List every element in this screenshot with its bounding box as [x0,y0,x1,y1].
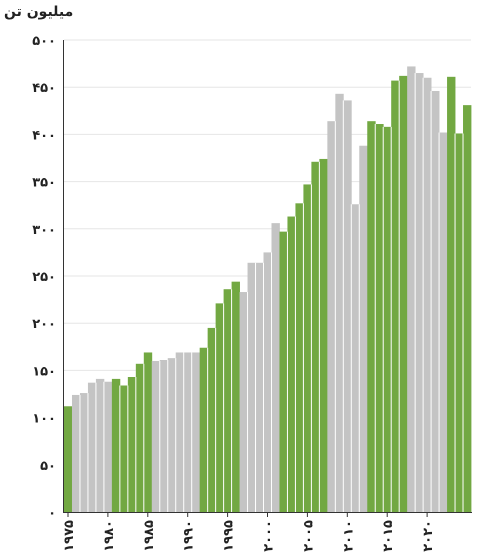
bar-2019 [415,73,424,512]
bar-2009 [335,93,344,513]
bar-2016 [391,80,400,512]
bar-1996 [231,281,240,512]
x-tick-label: ۱۹۸۵ [142,520,157,552]
x-tick-label: ۲۰۰۰ [262,520,277,552]
y-tick-label: ۳۵۰ [32,176,56,191]
bar-1994 [215,303,225,512]
bar-1998 [247,262,256,512]
bar-2021 [431,90,440,512]
bar-series [64,66,472,513]
bar-2022 [439,132,448,512]
y-tick-label: ۱۵۰ [32,364,56,379]
y-tick-label: ۴۰۰ [32,128,56,143]
bar-1993 [207,327,217,512]
bar-2007 [319,158,328,512]
x-tick-label: ۱۹۸۰ [102,520,117,552]
bar-1979 [95,378,105,512]
bar-1977 [79,393,89,512]
bar-2017 [399,75,408,512]
bar-1978 [87,382,97,512]
x-tick-label: ۱۹۷۵ [62,520,77,552]
bar-2011 [351,204,360,513]
x-tick-label: ۲۰۱۰ [341,520,356,552]
bar-1985 [143,352,153,512]
y-tick-label: ۲۵۰ [32,270,56,285]
bar-2005 [303,184,312,512]
bar-1983 [127,377,137,512]
bar-2008 [327,121,336,513]
bar-1997 [239,292,248,512]
bar-1990 [183,352,193,512]
x-tick-label: ۱۹۹۵ [222,520,237,552]
bar-2000 [263,252,272,512]
y-tick-label: ۵۰ [40,459,56,474]
bar-1984 [135,363,145,512]
bar-2020 [423,77,432,512]
bar-1991 [191,352,201,512]
bar-2013 [367,121,376,513]
x-tick-label: ۱۹۹۰ [182,520,197,552]
bar-2025 [463,105,472,513]
bar-2024 [455,133,464,512]
bar-1975 [64,406,73,512]
y-axis-unit-label: میلیون تن [4,4,74,20]
bar-1992 [199,347,209,512]
x-tick-labels: ۱۹۷۵ ۱۹۸۰ ۱۹۸۵ ۱۹۹۰ ۱۹۹۵ ۲۰۰۰ ۲۰۰۵ ۲۰۱۰ ۲۰۱۵ ۲۰۲۰ [62,512,436,552]
bar-1981 [111,378,121,512]
bar-2014 [375,124,384,513]
y-tick-label: ۲۰۰ [32,317,56,332]
y-tick-label: ۴۵۰ [32,81,56,96]
bar-2018 [407,66,416,512]
x-tick-label: ۲۰۱۵ [381,520,396,552]
bar-2003 [287,216,296,512]
y-tick-label: ۱۰۰ [32,412,56,427]
bar-1989 [175,352,185,512]
x-tick-label: ۲۰۰۵ [301,520,316,552]
bar-2001 [271,223,280,513]
bar-2006 [311,161,320,512]
y-tick-label: ۰ [48,506,56,521]
y-tick-label: ۵۰۰ [32,34,56,49]
bar-2010 [343,100,352,512]
bar-1987 [159,360,169,512]
bar-1982 [119,385,129,512]
bar-2023 [447,76,456,512]
x-tick-label: ۲۰۲۰ [421,520,436,552]
bar-2004 [295,203,304,512]
bar-1988 [167,358,177,512]
bar-1995 [223,289,232,512]
bar-2002 [279,231,288,512]
y-tick-label: ۳۰۰ [32,223,56,238]
bar-2015 [383,126,392,513]
y-tick-labels: ۰ ۵۰ ۱۰۰ ۱۵۰ ۲۰۰ ۲۵۰ ۳۰۰ ۳۵۰ ۴۰۰ ۴۵۰ ۵۰۰ [32,34,56,521]
bar-1986 [151,360,161,512]
bar-1980 [103,381,113,512]
bar-1999 [255,262,264,512]
bar-2012 [359,145,368,512]
bar-1976 [71,394,81,512]
